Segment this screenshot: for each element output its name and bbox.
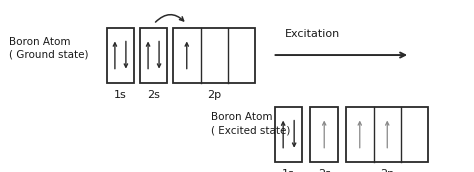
Text: 2s: 2s [318,169,331,172]
Bar [275,107,302,162]
Text: 1s: 1s [283,169,295,172]
Text: Boron Atom
( Excited state): Boron Atom ( Excited state) [211,112,290,135]
Text: 2p: 2p [380,169,394,172]
Bar [107,28,134,83]
Bar [346,107,428,162]
Bar [310,107,338,162]
Bar [140,28,167,83]
Text: 2p: 2p [207,90,221,100]
Bar [173,28,255,83]
Text: Boron Atom
( Ground state): Boron Atom ( Ground state) [9,37,89,60]
Text: 1s: 1s [114,90,127,100]
Text: 2s: 2s [147,90,160,100]
Text: Excitation: Excitation [284,29,340,39]
